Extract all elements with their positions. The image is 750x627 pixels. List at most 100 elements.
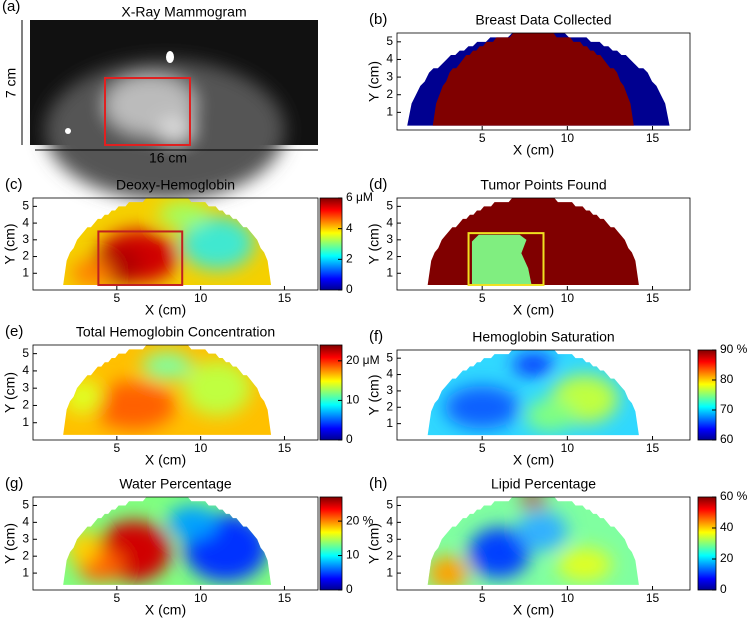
x-tick-label: 15 — [278, 291, 292, 305]
axes-frame — [396, 496, 691, 591]
heatmap-blob — [91, 381, 176, 430]
y-tick-label: 4 — [22, 515, 29, 529]
x-axis-label: X (cm) — [513, 142, 554, 158]
x-axis-label: X (cm) — [513, 302, 554, 318]
axes-frame — [32, 197, 319, 291]
heatmap-blob — [427, 556, 469, 585]
tissue-blob — [157, 118, 193, 142]
tumor-box — [467, 232, 545, 286]
colorbar-tick-label: 40 — [720, 520, 734, 534]
panel-title: Water Percentage — [119, 476, 232, 492]
colorbar-tick-label: 20 μM — [346, 353, 380, 367]
panel-title: Lipid Percentage — [491, 476, 596, 492]
x-tick-label: 10 — [561, 591, 575, 605]
x-axis-label: X (cm) — [513, 602, 554, 618]
x-tick-label: 15 — [646, 591, 660, 605]
x-tick-label: 5 — [113, 441, 120, 455]
heatmap-blobs — [444, 354, 619, 432]
y-tick-label: 1 — [386, 105, 393, 119]
x-tick-label: 10 — [561, 131, 575, 145]
breast-region — [427, 198, 639, 285]
panel-label: (b) — [369, 11, 387, 28]
panel: (f) Hemoglobin Saturation 5 10 15 1 2 3 4 5 X (cm)… — [366, 328, 748, 468]
x-tick-label: 5 — [479, 441, 486, 455]
x-tick-label: 15 — [278, 591, 292, 605]
y-axis-label: Y (cm) — [366, 375, 382, 416]
x-tick-label: 10 — [194, 291, 208, 305]
y-tick-label: 3 — [386, 232, 393, 246]
colorbar — [319, 344, 343, 441]
axes-frame — [32, 496, 319, 591]
panel-label: (e) — [5, 323, 23, 340]
y-tick-label: 5 — [22, 346, 29, 360]
y-tick-label: 5 — [386, 350, 393, 364]
panel: (d) Tumor Points Found 5 10 15 1 2 3 4 5 X (cm) Y (… — [366, 176, 691, 318]
height-label: 7 cm — [3, 68, 19, 98]
colorbar — [697, 496, 717, 591]
y-tick-label: 3 — [22, 531, 29, 545]
heatmap-blobs — [427, 497, 612, 585]
heatmap-blob — [512, 354, 554, 375]
heatmap-blob — [141, 351, 193, 380]
panel-label: (f) — [369, 328, 383, 345]
heatmap-blob — [71, 259, 112, 285]
x-axis-label: X (cm) — [513, 452, 554, 468]
x-tick-label: 5 — [479, 291, 486, 305]
colorbar-tick-label: 2 — [346, 252, 353, 266]
colorbar-tick-label: 10 — [346, 548, 360, 562]
panel: (g) Water Percentage 5 10 15 1 2 3 4 5 X (cm) Y (cm… — [2, 475, 374, 618]
x-tick-label: 5 — [479, 591, 486, 605]
x-tick-label: 10 — [194, 441, 208, 455]
heatmap — [63, 198, 272, 285]
x-tick-label: 10 — [561, 291, 575, 305]
colorbar — [319, 197, 343, 291]
panel: (h) Lipid Percentage 5 10 15 1 2 3 4 5 X (cm) Y (cm… — [366, 475, 748, 618]
y-tick-label: 5 — [22, 199, 29, 213]
y-tick-label: 5 — [386, 34, 393, 48]
y-tick-label: 2 — [386, 399, 393, 413]
x-axis-label: X (cm) — [145, 302, 186, 318]
y-tick-label: 2 — [22, 548, 29, 562]
panel-title: Breast Data Collected — [475, 12, 611, 28]
heatmap-blob — [519, 497, 547, 508]
y-tick-label: 2 — [22, 398, 29, 412]
width-label: 16 cm — [149, 150, 187, 166]
heatmap-blob — [180, 216, 255, 270]
y-axis-label: Y (cm) — [366, 523, 382, 564]
x-axis-label: X (cm) — [145, 602, 186, 618]
heatmap-blobs — [66, 505, 268, 582]
colorbar-tick-label: 90 % — [720, 342, 748, 356]
y-tick-label: 2 — [22, 249, 29, 263]
x-tick-label: 10 — [194, 591, 208, 605]
bright-spot — [166, 51, 174, 63]
heatmap-blob — [66, 530, 101, 565]
y-tick-label: 1 — [22, 565, 29, 579]
panel-title: Hemoglobin Saturation — [472, 329, 614, 345]
x-axis-label: X (cm) — [145, 452, 186, 468]
axes-frame — [396, 197, 691, 291]
heatmap-blob — [158, 201, 210, 229]
heatmap-blobs — [71, 201, 255, 285]
colorbar-tick-label: 10 — [346, 393, 360, 407]
y-axis-label: Y (cm) — [366, 224, 382, 265]
colorbar-tick-label: 20 % — [346, 513, 374, 527]
y-tick-label: 4 — [386, 367, 393, 381]
y-tick-label: 3 — [386, 69, 393, 83]
x-tick-label: 10 — [561, 441, 575, 455]
y-tick-label: 3 — [386, 531, 393, 545]
x-tick-label: 15 — [646, 291, 660, 305]
panel-label: (g) — [5, 475, 23, 492]
panel-label: (a) — [2, 0, 20, 15]
panel-title: Total Hemoglobin Concentration — [76, 324, 275, 340]
tumor-box — [97, 230, 184, 286]
y-axis-label: Y (cm) — [2, 523, 18, 564]
colorbar-tick-label: 0 — [720, 582, 727, 596]
colorbar-tick-label: 0 — [346, 432, 353, 446]
y-tick-label: 2 — [386, 249, 393, 263]
region-box — [104, 77, 191, 146]
x-tick-label: 15 — [278, 441, 292, 455]
y-tick-label: 4 — [386, 52, 393, 66]
colorbar-tick-label: 6 μM — [346, 190, 373, 204]
panel-label: (h) — [369, 475, 387, 492]
heatmap-blobs — [63, 351, 251, 430]
